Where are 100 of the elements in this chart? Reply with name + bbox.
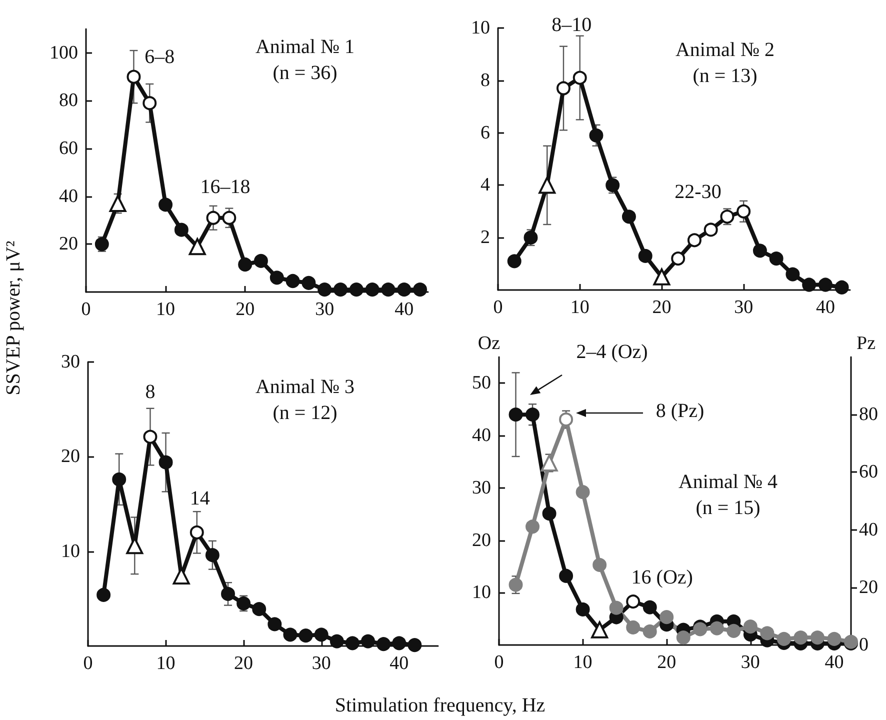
- point: [642, 600, 657, 614]
- point: [126, 70, 141, 84]
- y2-tick-label: 60: [859, 462, 878, 483]
- point: [743, 620, 758, 634]
- point: [158, 455, 173, 470]
- text: (n = 12): [272, 402, 338, 424]
- point: [769, 252, 784, 266]
- text: Animal № 4: [678, 471, 778, 493]
- point: [254, 254, 268, 268]
- x-tick-label: 10: [156, 653, 176, 674]
- point: [540, 454, 558, 472]
- point: [413, 282, 428, 297]
- point: [559, 412, 574, 426]
- text: (n = 15): [696, 497, 760, 519]
- point: [158, 198, 173, 212]
- annotation: 8 (Pz): [656, 400, 704, 422]
- annotation: 16–18: [200, 176, 250, 198]
- point: [96, 588, 111, 602]
- point: [524, 230, 538, 245]
- x-axis-title: Stimulation frequency, Hz: [334, 694, 546, 718]
- point: [526, 408, 540, 422]
- point: [236, 596, 251, 610]
- x-tick-label: 10: [570, 297, 590, 318]
- y-tick-label: 30: [472, 477, 491, 498]
- point: [794, 630, 808, 645]
- point: [589, 128, 604, 142]
- x-tick-label: 20: [234, 653, 254, 674]
- point: [94, 237, 109, 252]
- y2-tick-label: 20: [859, 576, 878, 598]
- point: [392, 636, 406, 650]
- x-tick-label: 20: [652, 297, 672, 318]
- point: [653, 268, 670, 286]
- point: [576, 485, 590, 500]
- point: [286, 274, 300, 288]
- point: [704, 222, 718, 237]
- point: [818, 278, 832, 292]
- point: [205, 548, 220, 562]
- point: [638, 248, 652, 263]
- x-tick-label: 10: [156, 299, 176, 320]
- point: [642, 624, 657, 638]
- text: Animal № 2: [675, 39, 775, 61]
- text: (n = 36): [272, 62, 338, 84]
- point: [508, 408, 523, 422]
- point: [736, 204, 751, 218]
- point: [752, 244, 767, 258]
- y-tick-label: 100: [50, 42, 78, 64]
- y-axis-title: Oz: [478, 333, 500, 354]
- point: [298, 628, 313, 643]
- x-tick-label: 40: [394, 299, 414, 320]
- x-tick-label: 30: [312, 653, 331, 674]
- point: [507, 254, 522, 268]
- point: [365, 282, 380, 297]
- point: [671, 252, 686, 266]
- point: [397, 282, 412, 297]
- y-tick-label: 6: [480, 122, 490, 144]
- point: [626, 620, 640, 634]
- point: [238, 258, 252, 272]
- annotation: 22-30: [674, 181, 722, 203]
- point: [776, 632, 791, 646]
- annotation: 14: [190, 487, 210, 510]
- point: [726, 624, 741, 638]
- x-tick-label: 20: [236, 299, 255, 320]
- point: [609, 600, 624, 615]
- point: [760, 626, 774, 640]
- y-tick-label: 4: [480, 174, 490, 196]
- point: [318, 282, 332, 297]
- point: [559, 568, 574, 583]
- y-tick-label: 10: [472, 582, 491, 604]
- x-tick-label: 30: [315, 299, 334, 320]
- point: [143, 430, 158, 444]
- x-tick-label: 0: [83, 653, 93, 674]
- point: [710, 621, 724, 636]
- y-tick-label: 20: [472, 530, 491, 551]
- y-tick-label: 60: [59, 138, 78, 160]
- y-tick-label: 10: [61, 540, 80, 562]
- x-tick-label: 0: [494, 652, 504, 673]
- y-tick-label: 50: [472, 372, 491, 394]
- x-tick-label: 30: [734, 297, 754, 318]
- point: [174, 222, 188, 237]
- annotation: 8: [145, 380, 156, 403]
- point: [687, 233, 702, 248]
- x-tick-label: 40: [816, 297, 835, 318]
- x-tick-label: 20: [657, 652, 676, 673]
- y2-axis-title: Pz: [856, 333, 876, 354]
- point: [252, 602, 266, 616]
- y-axis-title: SSVEP power, μV²: [2, 240, 26, 396]
- point: [283, 628, 298, 642]
- point: [827, 632, 842, 646]
- annotation: 2–4 (Oz): [576, 341, 648, 363]
- y-tick-label: 40: [59, 186, 78, 207]
- point: [676, 630, 690, 645]
- x-tick-label: 10: [573, 652, 592, 673]
- point: [622, 210, 636, 224]
- point: [606, 178, 620, 192]
- text: Animal № 3: [255, 376, 355, 398]
- point: [592, 558, 607, 572]
- point: [556, 81, 570, 96]
- point: [802, 278, 816, 292]
- point: [381, 282, 396, 297]
- x-tick-label: 40: [824, 652, 844, 673]
